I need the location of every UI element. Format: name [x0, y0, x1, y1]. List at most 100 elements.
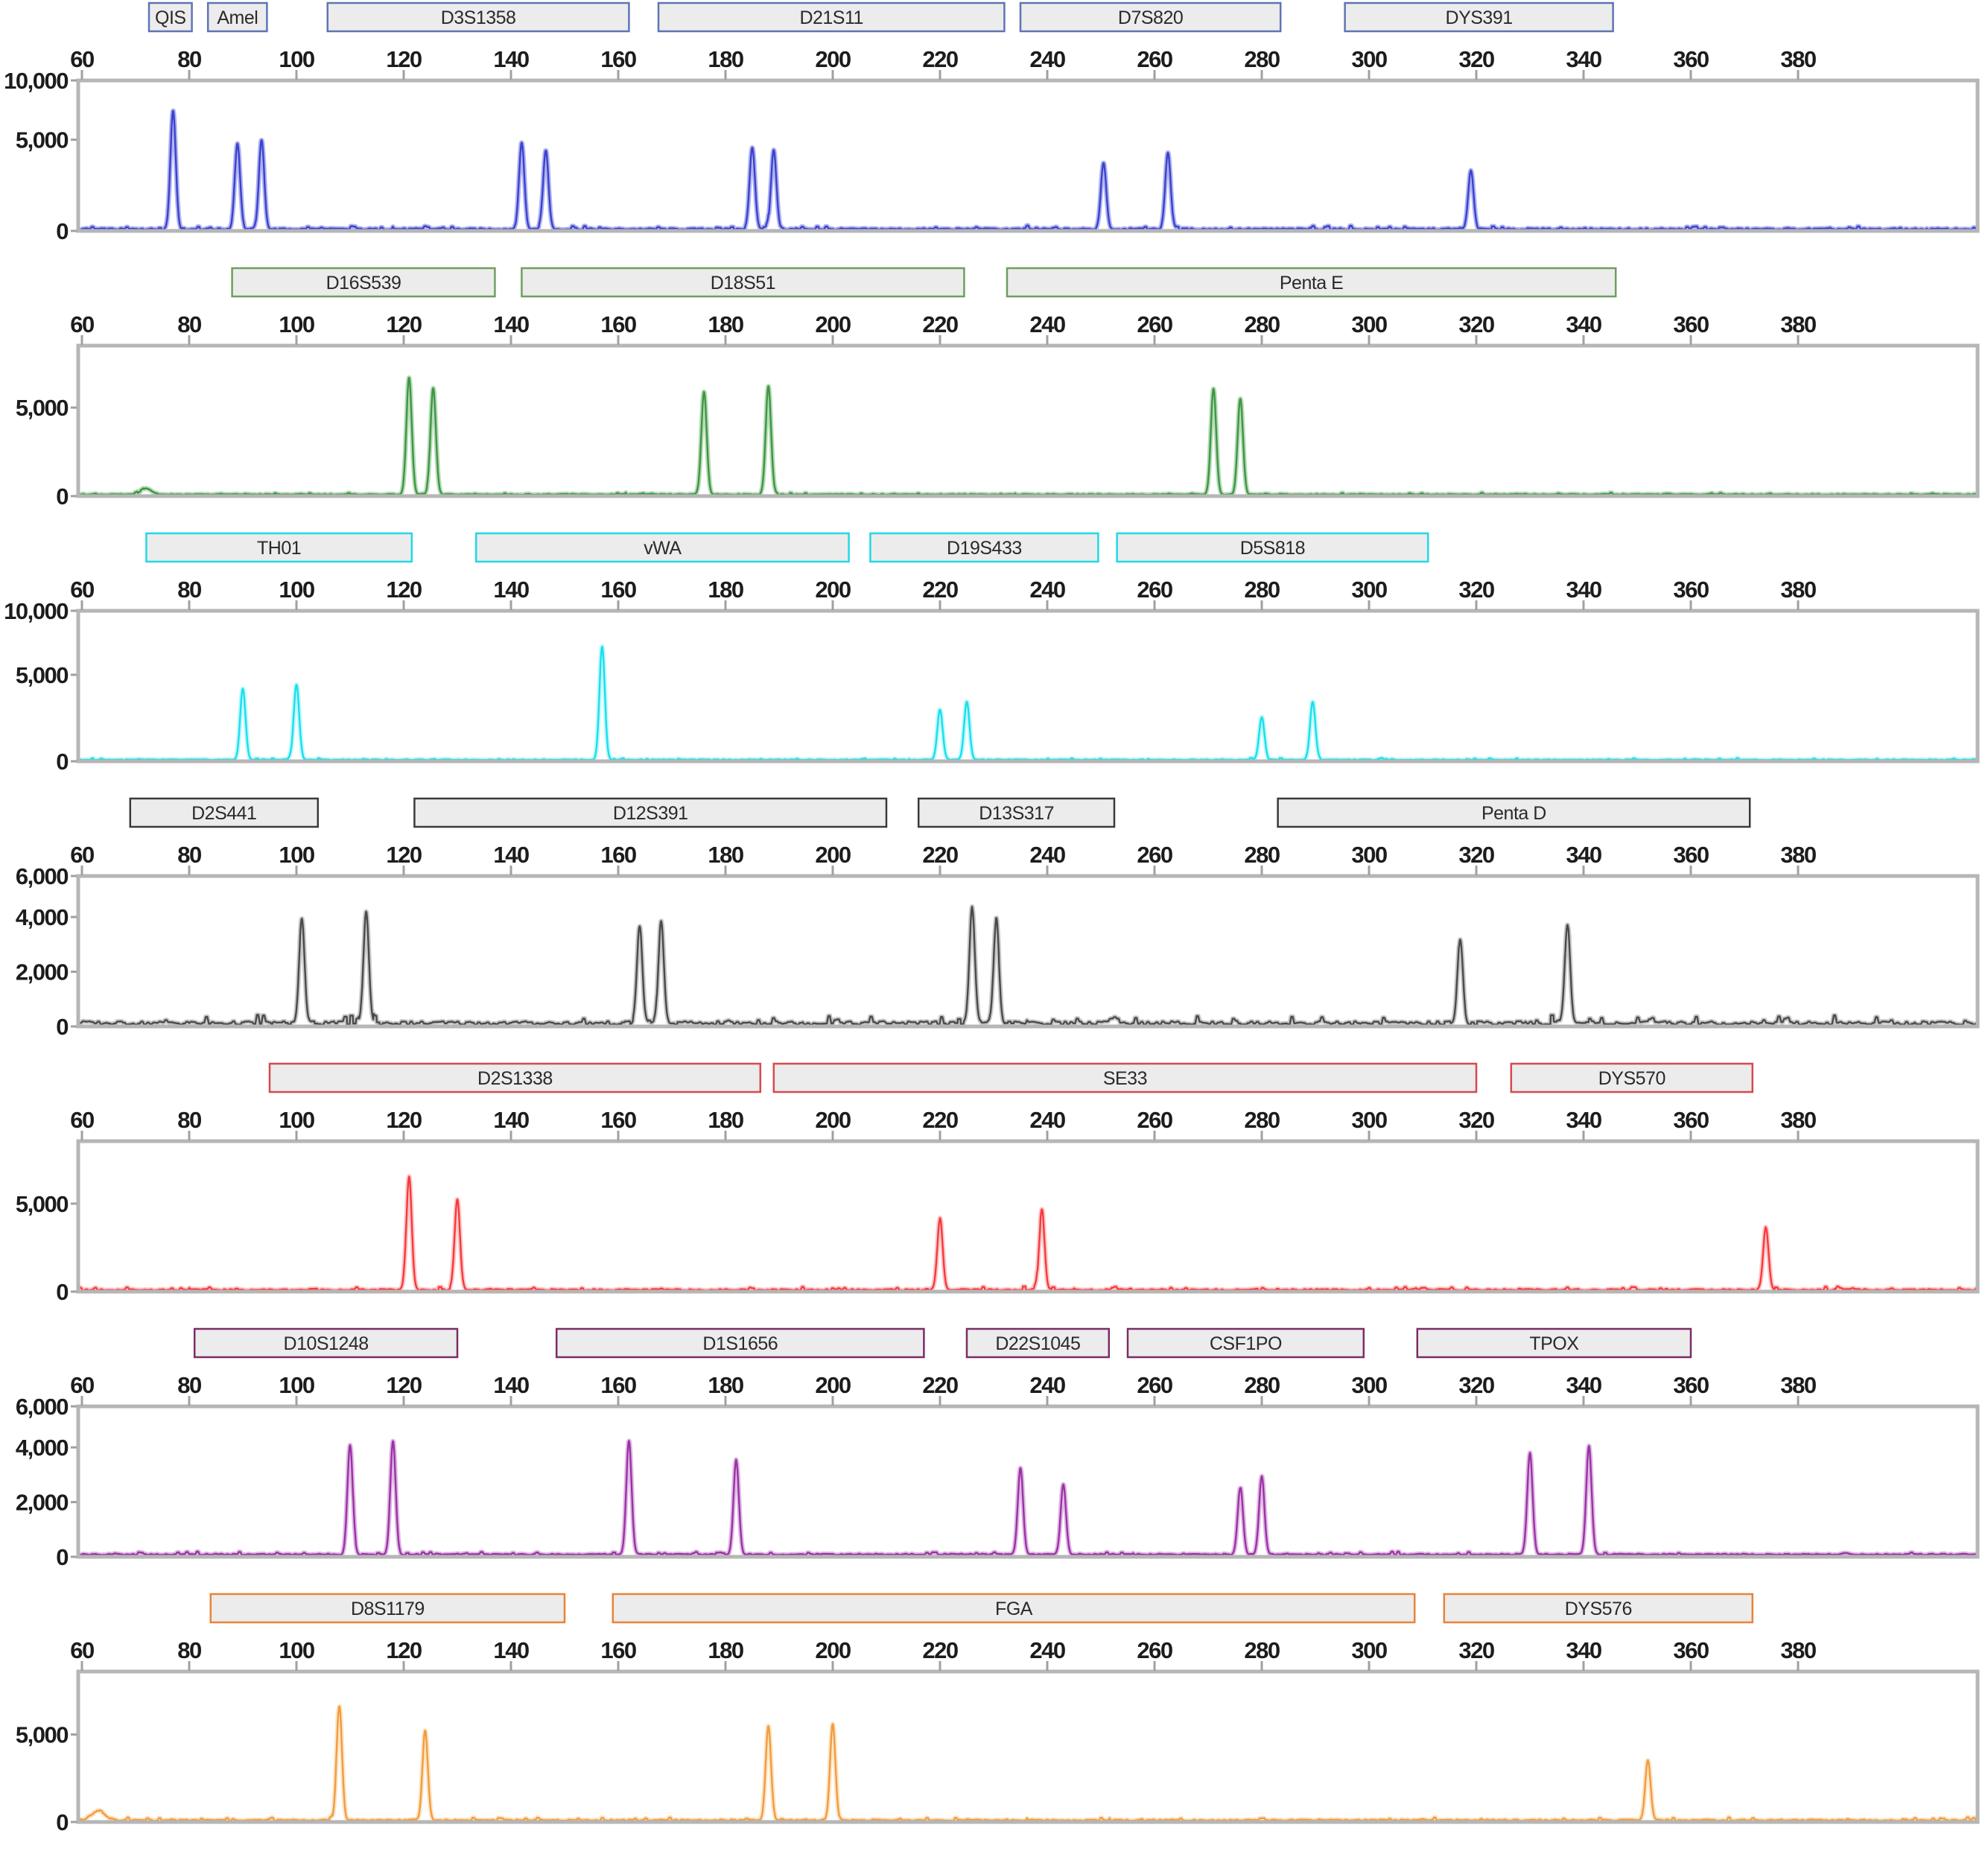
- x-tick-label: 80: [177, 311, 201, 337]
- marker-box-dys391[interactable]: DYS391: [1344, 1, 1614, 33]
- marker-box-d5s818[interactable]: D5S818: [1116, 532, 1429, 563]
- x-tick-label: 320: [1458, 1637, 1493, 1663]
- x-tick-label: 340: [1566, 1637, 1601, 1663]
- y-axis-label: 0: [56, 1279, 68, 1305]
- x-tick-label: 320: [1458, 311, 1493, 337]
- marker-box-vwa[interactable]: vWA: [474, 532, 850, 563]
- marker-box-penta-e[interactable]: Penta E: [1006, 267, 1617, 298]
- y-axis-label: 0: [56, 749, 68, 775]
- y-axis-label: 6,000: [16, 1394, 68, 1420]
- marker-box-dys576[interactable]: DYS576: [1443, 1593, 1754, 1624]
- x-tick-label: 240: [1029, 46, 1064, 72]
- marker-box-d19s433[interactable]: D19S433: [869, 532, 1099, 563]
- x-tick-label: 220: [922, 842, 957, 868]
- x-tick-label: 320: [1458, 46, 1493, 72]
- panel-blue-channel: 60 80 100 120 140 160 180 200 220 240 260 280 300 320…: [4, 1, 1980, 244]
- x-tick-label: 380: [1780, 311, 1815, 337]
- x-tick-label: 180: [708, 311, 743, 337]
- marker-box-rect: [657, 1, 1006, 33]
- marker-box-d3s1358[interactable]: D3S1358: [326, 1, 630, 33]
- x-tick-label: 60: [70, 577, 94, 603]
- y-axis-label: 0: [56, 1809, 68, 1835]
- x-tick-label: 360: [1673, 46, 1708, 72]
- x-tick-label: 340: [1566, 1107, 1601, 1133]
- marker-box-csf1po[interactable]: CSF1PO: [1126, 1327, 1365, 1359]
- x-tick-label: 340: [1566, 842, 1601, 868]
- marker-box-rect: [869, 532, 1099, 563]
- marker-box-d2s441[interactable]: D2S441: [129, 797, 320, 828]
- marker-box-amel[interactable]: Amel: [206, 1, 268, 33]
- x-tick-label: 260: [1137, 842, 1172, 868]
- marker-box-d22s1045[interactable]: D22S1045: [965, 1327, 1111, 1359]
- marker-box-tpox[interactable]: TPOX: [1416, 1327, 1692, 1359]
- marker-box-fga[interactable]: FGA: [612, 1593, 1416, 1624]
- marker-box-rect: [206, 1, 268, 33]
- x-tick-label: 300: [1351, 311, 1386, 337]
- marker-box-qis[interactable]: QIS: [147, 1, 193, 33]
- x-tick-label: 300: [1351, 577, 1386, 603]
- marker-box-rect: [612, 1593, 1416, 1624]
- x-tick-label: 300: [1351, 1107, 1386, 1133]
- y-axis-label: 5,000: [16, 395, 68, 421]
- x-tick-label: 200: [815, 1637, 850, 1663]
- plot-area: [78, 346, 1978, 496]
- x-tick-label: 80: [177, 577, 201, 603]
- marker-box-rect: [193, 1327, 459, 1359]
- x-tick-label: 100: [279, 577, 314, 603]
- x-tick-label: 120: [386, 46, 421, 72]
- marker-box-label: D13S317: [979, 803, 1054, 824]
- plot-border: [76, 343, 1980, 498]
- trace-line: [78, 1175, 1978, 1292]
- marker-box-d21s11[interactable]: D21S11: [657, 1, 1006, 33]
- y-axis-label: 0: [56, 483, 68, 510]
- x-tick-label: 120: [386, 1637, 421, 1663]
- marker-box-label: CSF1PO: [1210, 1333, 1282, 1354]
- x-tick-label: 80: [177, 46, 201, 72]
- x-tick-label: 340: [1566, 577, 1601, 603]
- x-tick-label: 120: [386, 842, 421, 868]
- x-tick-label: 320: [1458, 842, 1493, 868]
- marker-box-label: D8S1179: [351, 1599, 425, 1619]
- y-axis-label: 5,000: [16, 1191, 68, 1217]
- x-tick-label: 380: [1780, 1637, 1815, 1663]
- x-tick-label: 120: [386, 1107, 421, 1133]
- marker-box-d2s1338[interactable]: D2S1338: [268, 1062, 762, 1093]
- y-axis-label: 2,000: [16, 1490, 68, 1516]
- x-tick-label: 160: [600, 1637, 635, 1663]
- x-tick-label: 220: [922, 1107, 957, 1133]
- x-tick-label: 180: [708, 842, 743, 868]
- marker-box-d1s1656[interactable]: D1S1656: [555, 1327, 925, 1359]
- x-tick-label: 260: [1137, 577, 1172, 603]
- marker-box-d12s391[interactable]: D12S391: [413, 797, 888, 828]
- marker-box-d10s1248[interactable]: D10S1248: [193, 1327, 459, 1359]
- marker-box-label: Penta E: [1280, 273, 1343, 293]
- marker-box-rect: [474, 532, 850, 563]
- marker-box-rect: [555, 1327, 925, 1359]
- x-tick-label: 360: [1673, 1637, 1708, 1663]
- marker-box-d8s1179[interactable]: D8S1179: [209, 1593, 566, 1624]
- y-axis-label: 5,000: [16, 662, 68, 688]
- marker-box-d18s51[interactable]: D18S51: [521, 267, 965, 298]
- panel-cyan-channel: 60 80 100 120 140 160 180 200 220 240 260 280 300 320…: [4, 532, 1980, 775]
- x-tick-label: 260: [1137, 1107, 1172, 1133]
- marker-box-th01[interactable]: TH01: [145, 532, 413, 563]
- x-tick-label: 120: [386, 311, 421, 337]
- x-tick-label: 220: [922, 46, 957, 72]
- marker-box-label: D2S1338: [477, 1068, 553, 1089]
- x-tick-label: 220: [922, 311, 957, 337]
- x-tick-label: 60: [70, 1372, 94, 1398]
- x-tick-label: 300: [1351, 842, 1386, 868]
- marker-box-d13s317[interactable]: D13S317: [917, 797, 1116, 828]
- x-tick-label: 160: [600, 311, 635, 337]
- marker-box-d7s820[interactable]: D7S820: [1019, 1, 1282, 33]
- x-tick-label: 380: [1780, 842, 1815, 868]
- x-tick-label: 60: [70, 1107, 94, 1133]
- x-tick-label: 100: [279, 46, 314, 72]
- x-tick-label: 120: [386, 577, 421, 603]
- marker-box-se33[interactable]: SE33: [772, 1062, 1478, 1093]
- marker-box-penta-d[interactable]: Penta D: [1277, 797, 1751, 828]
- x-tick-label: 260: [1137, 311, 1172, 337]
- marker-box-d16s539[interactable]: D16S539: [231, 267, 496, 298]
- marker-box-dys570[interactable]: DYS570: [1510, 1062, 1754, 1093]
- marker-box-rect: [1126, 1327, 1365, 1359]
